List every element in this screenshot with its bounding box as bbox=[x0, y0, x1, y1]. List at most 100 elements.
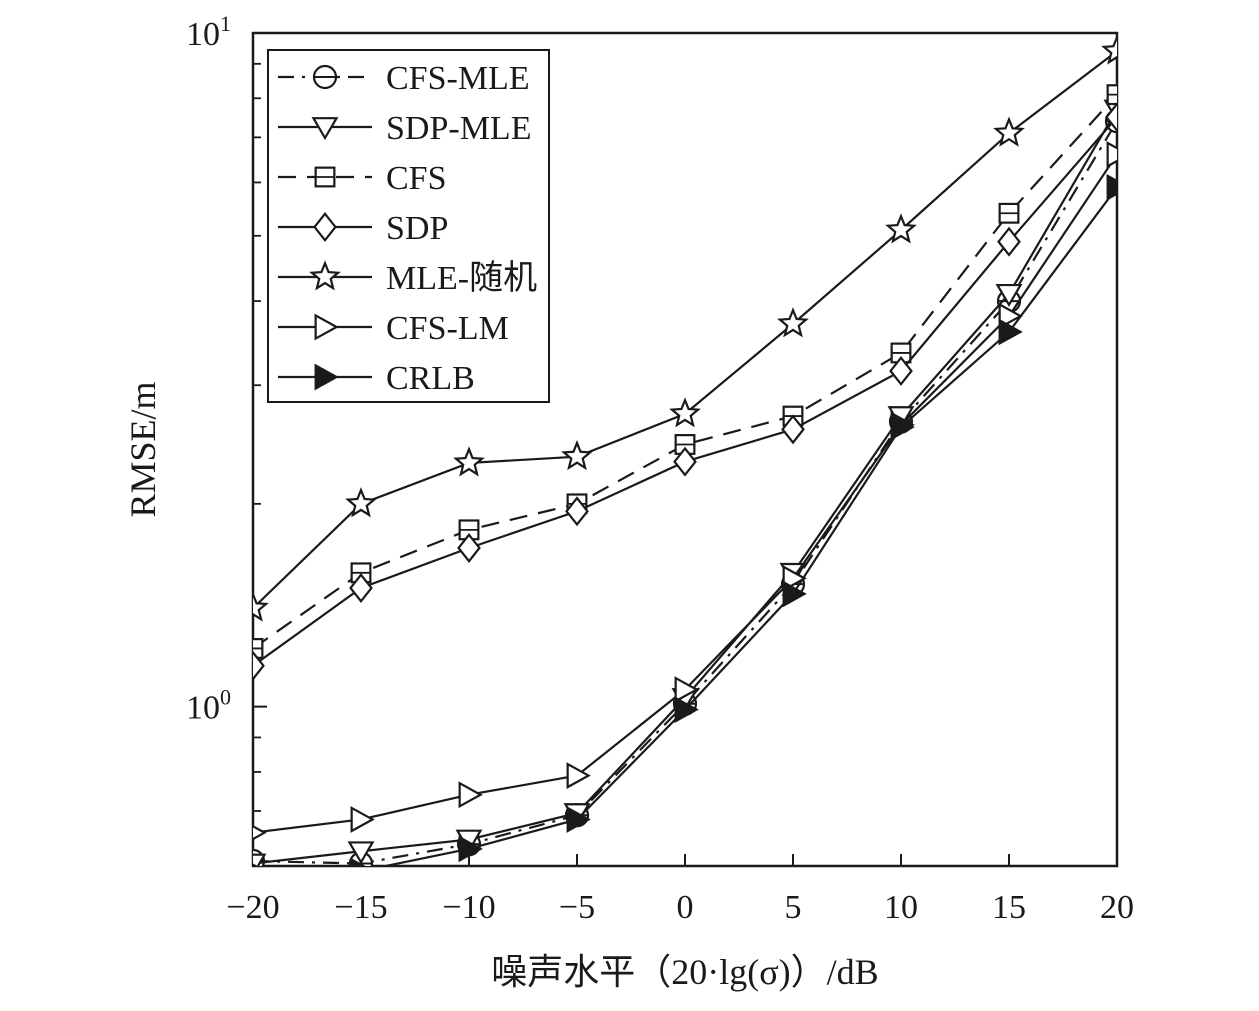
marker-diamond bbox=[673, 446, 697, 477]
marker-triangle-filled bbox=[890, 413, 915, 441]
marker-star bbox=[669, 397, 701, 428]
data-point bbox=[350, 806, 375, 833]
marker-triangle-right bbox=[253, 825, 267, 841]
marker-diamond bbox=[889, 355, 913, 386]
data-point bbox=[253, 825, 267, 841]
data-point bbox=[995, 283, 1023, 308]
x-tick-label: 5 bbox=[785, 889, 802, 926]
marker-triangle-filled bbox=[782, 580, 807, 608]
marker-star bbox=[345, 487, 377, 518]
marker-triangle-filled bbox=[1106, 173, 1117, 201]
legend-label: CFS-LM bbox=[386, 310, 509, 347]
marker-triangle-down bbox=[347, 841, 375, 865]
marker-star bbox=[561, 439, 593, 471]
legend-item: CFS-MLE bbox=[278, 60, 530, 97]
data-point bbox=[998, 302, 1023, 330]
series-MLE-随机 bbox=[253, 34, 1117, 622]
data-point bbox=[453, 446, 485, 477]
data-point bbox=[458, 781, 483, 809]
legend-label: MLE-随机 bbox=[386, 259, 537, 297]
marker-triangle-filled bbox=[566, 806, 591, 833]
data-point bbox=[993, 116, 1025, 147]
data-point bbox=[885, 213, 917, 244]
legend: CFS-MLE SDP-MLE CFS SDP MLE-随机 CFS-LM CRLB bbox=[267, 49, 550, 403]
data-point bbox=[253, 650, 265, 681]
data-point bbox=[674, 676, 699, 704]
data-point bbox=[347, 841, 375, 865]
marker-triangle-filled bbox=[458, 835, 483, 863]
series-CRLB bbox=[253, 173, 1117, 866]
legend-item: CFS bbox=[278, 160, 447, 197]
legend-item: SDP bbox=[278, 210, 448, 247]
data-point bbox=[669, 397, 701, 428]
marker-diamond bbox=[781, 414, 805, 445]
data-point bbox=[566, 762, 591, 790]
legend-item: SDP-MLE bbox=[278, 110, 531, 147]
marker-diamond bbox=[997, 226, 1021, 257]
data-point bbox=[566, 806, 591, 833]
marker-diamond bbox=[313, 212, 337, 242]
data-point bbox=[253, 863, 258, 866]
data-point bbox=[253, 853, 267, 866]
data-point bbox=[998, 202, 1020, 224]
data-point bbox=[674, 696, 699, 723]
data-point bbox=[458, 835, 483, 863]
marker-triangle-right bbox=[350, 806, 375, 833]
data-point bbox=[457, 533, 481, 563]
legend-label: CFS-MLE bbox=[386, 60, 530, 97]
y-tick-label: 101 bbox=[186, 11, 231, 53]
data-point bbox=[889, 355, 913, 386]
x-tick-label: 20 bbox=[1100, 889, 1134, 926]
legend-item: MLE-随机 bbox=[278, 259, 537, 297]
x-tick-label: −5 bbox=[559, 889, 595, 926]
marker-triangle-down bbox=[995, 283, 1023, 308]
marker-triangle-right bbox=[674, 676, 699, 704]
data-point bbox=[1105, 102, 1117, 133]
series-CFS-LM bbox=[253, 141, 1117, 841]
marker-triangle-filled bbox=[674, 696, 699, 723]
marker-triangle-filled bbox=[350, 857, 366, 866]
marker-diamond bbox=[1105, 102, 1117, 133]
marker-triangle-filled bbox=[314, 363, 339, 391]
data-point bbox=[1106, 141, 1117, 168]
x-axis-title: 噪声水平（20·lg(σ)）/dB bbox=[491, 952, 878, 992]
marker-star bbox=[453, 446, 485, 477]
marker-triangle-right bbox=[1106, 141, 1117, 168]
data-point bbox=[1101, 34, 1117, 65]
data-point bbox=[673, 446, 697, 477]
data-point bbox=[345, 487, 377, 518]
series-line bbox=[253, 120, 1117, 865]
x-tick-label: −15 bbox=[334, 889, 387, 926]
marker-star bbox=[885, 213, 917, 244]
legend-label: CRLB bbox=[386, 360, 475, 397]
data-point bbox=[998, 318, 1023, 346]
legend-label: SDP bbox=[386, 210, 448, 247]
legend-item: CFS-LM bbox=[278, 310, 509, 347]
marker-diamond bbox=[565, 496, 589, 527]
marker-triangle-right bbox=[998, 302, 1023, 330]
x-tick-label: 15 bbox=[992, 889, 1026, 926]
series-SDP bbox=[253, 102, 1117, 681]
legend-label: SDP-MLE bbox=[386, 110, 531, 147]
data-point bbox=[349, 573, 373, 603]
data-point bbox=[997, 226, 1021, 257]
marker-triangle-right bbox=[566, 762, 591, 790]
marker-triangle-down bbox=[253, 853, 267, 866]
data-point bbox=[781, 414, 805, 445]
marker-star bbox=[253, 591, 269, 622]
marker-triangle-right bbox=[458, 781, 483, 809]
marker-star bbox=[309, 260, 341, 291]
marker-triangle-right bbox=[314, 313, 339, 341]
marker-star bbox=[1101, 34, 1117, 65]
data-point bbox=[777, 307, 809, 338]
plot-area bbox=[253, 34, 1117, 866]
data-point bbox=[561, 439, 593, 471]
marker-triangle-down bbox=[311, 117, 339, 141]
legend-label: CFS bbox=[386, 160, 447, 197]
data-point bbox=[565, 496, 589, 527]
marker-triangle-filled bbox=[998, 318, 1023, 346]
marker-star bbox=[777, 307, 809, 338]
data-point bbox=[782, 580, 807, 608]
